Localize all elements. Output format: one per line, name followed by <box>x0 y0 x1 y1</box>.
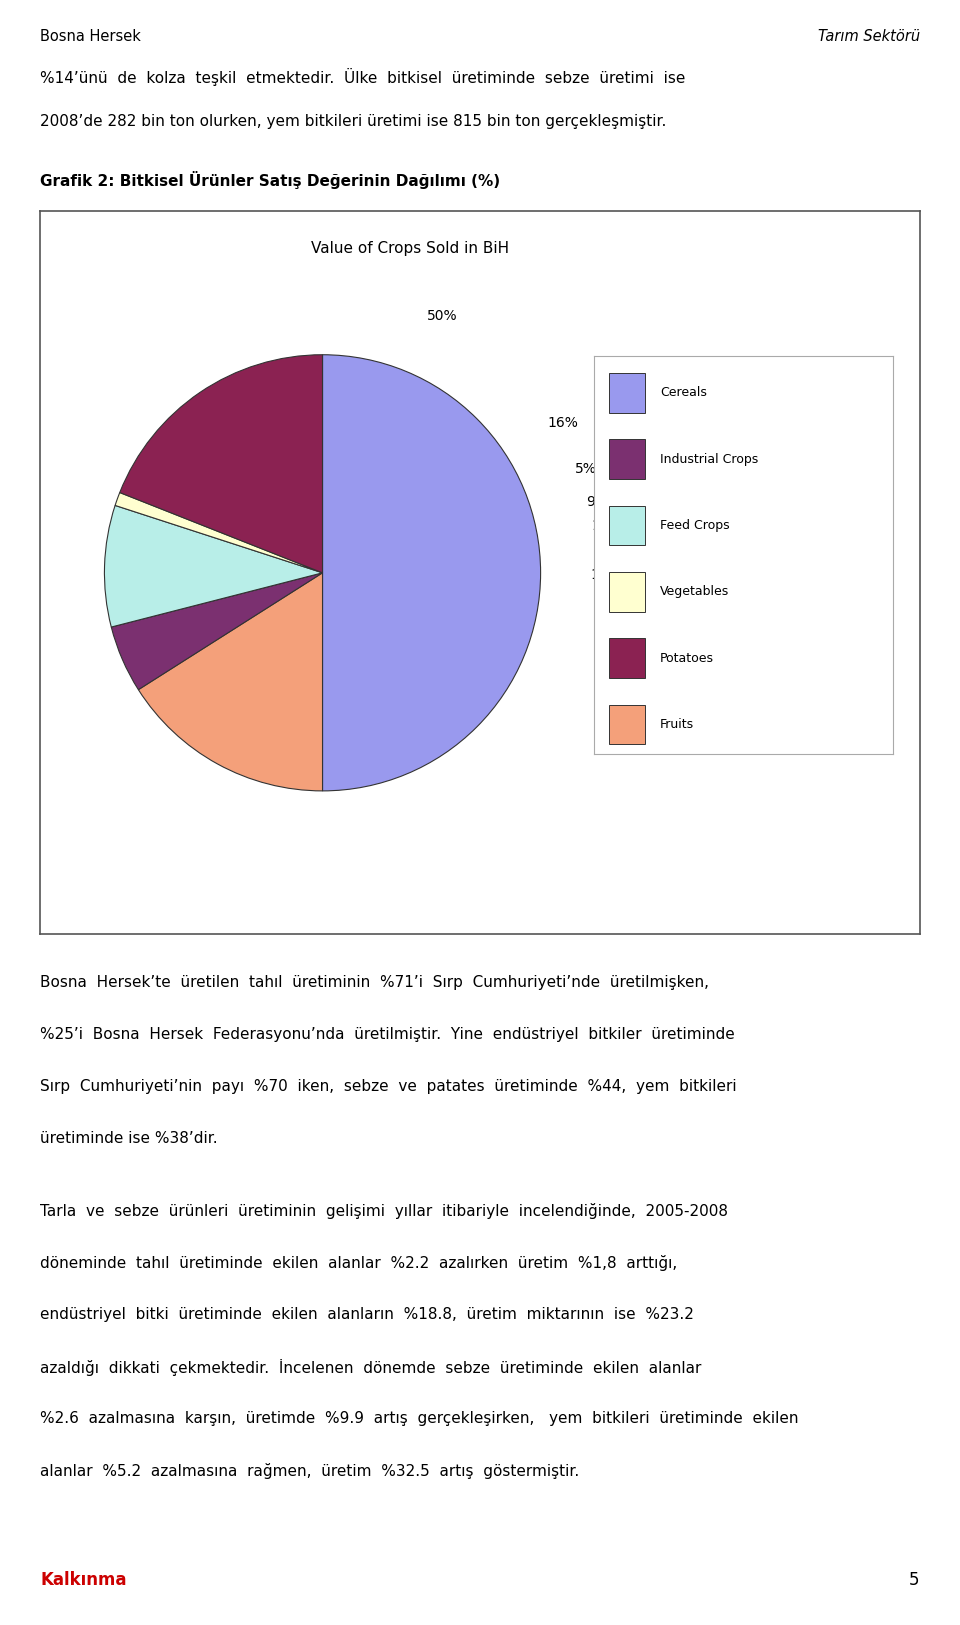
Text: %14’ünü  de  kolza  teşkil  etmektedir.  Ülke  bitkisel  üretiminde  sebze  üret: %14’ünü de kolza teşkil etmektedir. Ülke… <box>40 68 685 86</box>
FancyBboxPatch shape <box>610 705 645 744</box>
Text: döneminde  tahıl  üretiminde  ekilen  alanlar  %2.2  azalırken  üretim  %1,8  ar: döneminde tahıl üretiminde ekilen alanla… <box>40 1254 678 1271</box>
Text: endüstriyel  bitki  üretiminde  ekilen  alanların  %18.8,  üretim  miktarının  i: endüstriyel bitki üretiminde ekilen alan… <box>40 1306 694 1321</box>
Text: 9%: 9% <box>586 496 608 509</box>
Text: Bosna Hersek: Bosna Hersek <box>40 29 141 44</box>
FancyBboxPatch shape <box>610 439 645 479</box>
Text: 5%: 5% <box>575 461 597 476</box>
Text: 50%: 50% <box>427 309 458 323</box>
Text: %2.6  azalmasına  karşın,  üretimde  %9.9  artış  gerçekleşirken,   yem  bitkile: %2.6 azalmasına karşın, üretimde %9.9 ar… <box>40 1410 799 1425</box>
Text: Value of Crops Sold in BiH: Value of Crops Sold in BiH <box>311 240 509 255</box>
Text: Kalkınma: Kalkınma <box>40 1571 127 1589</box>
Text: üretiminde ise %38’dir.: üretiminde ise %38’dir. <box>40 1131 218 1146</box>
Wedge shape <box>115 492 323 572</box>
Wedge shape <box>323 354 540 791</box>
Text: Grafik 2: Bitkisel Ürünler Satış Değerinin Dağılımı (%): Grafik 2: Bitkisel Ürünler Satış Değerin… <box>40 171 500 188</box>
Text: alanlar  %5.2  azalmasına  rağmen,  üretim  %32.5  artış  göstermiştir.: alanlar %5.2 azalmasına rağmen, üretim %… <box>40 1462 580 1479</box>
Text: %25’i  Bosna  Hersek  Federasyonu’nda  üretilmiştir.  Yine  endüstriyel  bitkile: %25’i Bosna Hersek Federasyonu’nda üreti… <box>40 1027 735 1042</box>
FancyBboxPatch shape <box>610 505 645 546</box>
Wedge shape <box>105 505 323 627</box>
Text: 19%: 19% <box>590 569 621 582</box>
Text: Cereals: Cereals <box>660 387 707 400</box>
Wedge shape <box>111 572 323 689</box>
Text: azaldığı  dikkati  çekmektedir.  İncelenen  dönemde  sebze  üretiminde  ekilen  : azaldığı dikkati çekmektedir. İncelenen … <box>40 1358 702 1375</box>
Text: 1%: 1% <box>591 518 613 533</box>
Text: Tarım Sektörü: Tarım Sektörü <box>818 29 920 44</box>
FancyBboxPatch shape <box>610 572 645 611</box>
FancyBboxPatch shape <box>610 374 645 413</box>
Text: Potatoes: Potatoes <box>660 652 714 665</box>
Text: Tarla  ve  sebze  ürünleri  üretiminin  gelişimi  yıllar  itibariyle  incelendiğ: Tarla ve sebze ürünleri üretiminin geliş… <box>40 1202 729 1219</box>
Wedge shape <box>138 572 323 791</box>
Text: Bosna  Hersek’te  üretilen  tahıl  üretiminin  %71’i  Sırp  Cumhuriyeti’nde  üre: Bosna Hersek’te üretilen tahıl üretimini… <box>40 975 709 990</box>
Text: Fruits: Fruits <box>660 718 694 731</box>
Text: 2008’de 282 bin ton olurken, yem bitkileri üretimi ise 815 bin ton gerçekleşmişt: 2008’de 282 bin ton olurken, yem bitkile… <box>40 114 666 128</box>
Text: 16%: 16% <box>547 416 578 429</box>
Text: Industrial Crops: Industrial Crops <box>660 453 758 466</box>
Text: Sırp  Cumhuriyeti’nin  payı  %70  iken,  sebze  ve  patates  üretiminde  %44,  y: Sırp Cumhuriyeti’nin payı %70 iken, sebz… <box>40 1079 737 1094</box>
Wedge shape <box>120 354 323 572</box>
Text: Vegetables: Vegetables <box>660 585 730 598</box>
FancyBboxPatch shape <box>610 639 645 678</box>
Text: 5: 5 <box>909 1571 920 1589</box>
Text: Feed Crops: Feed Crops <box>660 518 730 531</box>
